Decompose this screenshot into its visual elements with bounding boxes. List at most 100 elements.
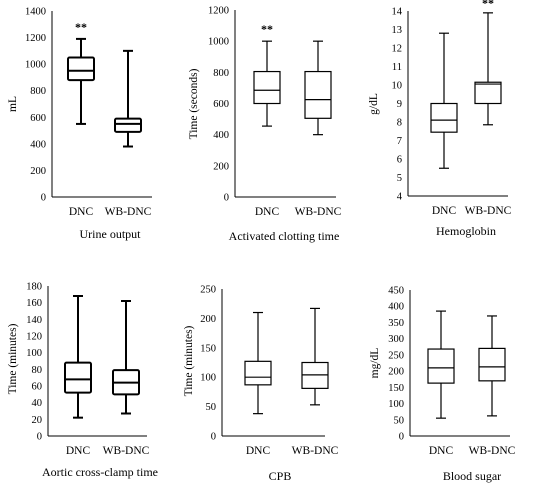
- iqr-box: [474, 81, 502, 105]
- y-tick-label: 50: [206, 402, 217, 413]
- y-tick-label: 300: [388, 334, 404, 345]
- y-tick-label: 1200: [208, 6, 229, 17]
- y-tick-label: 200: [213, 161, 229, 172]
- category-label: WB-DNC: [292, 445, 339, 457]
- y-tick-label: 800: [30, 86, 46, 97]
- y-tick-label: 5: [397, 173, 402, 184]
- y-tick-label: 0: [224, 193, 229, 204]
- y-tick-label: 160: [26, 298, 42, 309]
- category-label: DNC: [255, 206, 280, 218]
- iqr-box: [67, 56, 95, 82]
- y-tick-label: 150: [200, 343, 216, 354]
- category-label: DNC: [66, 445, 91, 457]
- box-dnc: DNC **: [67, 20, 95, 218]
- panel-blood-sugar: 0 50 100 150 200 250 300 350 400 450 mg/dL DNC WB-DN…: [369, 286, 516, 484]
- y-tick-label: 13: [392, 25, 403, 36]
- iqr-box: [430, 102, 458, 133]
- y-tick-label: 800: [213, 68, 229, 79]
- category-label: DNC: [429, 445, 454, 457]
- category-label: DNC: [246, 445, 271, 457]
- panel-hemoglobin: 4 5 6 7 8 9 10 11 12 13 14 g/dL DNC WB-DNC ** Hemoglobi…: [368, 0, 512, 238]
- panel-caption: Hemoglobin: [436, 224, 496, 238]
- y-tick-label: 40: [32, 398, 43, 409]
- y-tick-label: 150: [388, 383, 404, 394]
- iqr-box: [64, 361, 92, 394]
- y-axis-label: mL: [7, 96, 19, 112]
- y-tick-label: 180: [26, 282, 42, 293]
- iqr-box: [427, 348, 455, 384]
- y-tick-label: 0: [41, 193, 46, 204]
- panel-caption: Aortic cross-clamp time: [42, 465, 158, 479]
- y-tick-label: 120: [26, 332, 42, 343]
- box-wb-dnc: WB-DNC: [103, 300, 150, 457]
- y-tick-label: 8: [397, 118, 402, 129]
- y-tick-label: 400: [213, 130, 229, 141]
- category-label: DNC: [69, 206, 94, 218]
- category-label: WB-DNC: [465, 205, 512, 217]
- category-label: WB-DNC: [295, 206, 342, 218]
- y-tick-label: 14: [392, 7, 403, 18]
- y-tick-label: 600: [213, 99, 229, 110]
- significance-marker: **: [75, 20, 87, 34]
- y-tick-label: 60: [32, 382, 43, 393]
- iqr-box: [244, 360, 272, 386]
- y-tick-label: 1000: [208, 37, 229, 48]
- y-tick-label: 100: [388, 399, 404, 410]
- y-tick-label: 400: [388, 302, 404, 313]
- y-tick-label: 450: [388, 286, 404, 297]
- box-wb-dnc: WB-DNC: [295, 40, 342, 218]
- panel-activated-clotting-time: 0 200 400 600 800 1000 1200 Time (seconds) DNC **…: [188, 6, 342, 244]
- y-tick-label: 10: [392, 81, 403, 92]
- panel-caption: Activated clotting time: [229, 229, 340, 243]
- panel-cpb: 0 50 100 150 200 250 Time (minutes) DNC WB-DNCCP…: [183, 285, 339, 484]
- y-tick-label: 600: [30, 113, 46, 124]
- y-tick-label: 80: [32, 365, 43, 376]
- y-tick-label: 1400: [25, 7, 46, 18]
- y-tick-label: 7: [397, 136, 402, 147]
- y-tick-label: 20: [32, 415, 43, 426]
- y-tick-label: 0: [37, 432, 42, 443]
- box-wb-dnc: WB-DNC: [292, 307, 339, 457]
- panel-urine-output: 0 200 400 600 800 1000 1200 1400 mL DNC ** WB-DNC Ur…: [7, 7, 152, 241]
- y-tick-label: 200: [388, 367, 404, 378]
- y-tick-label: 0: [399, 432, 404, 443]
- iqr-box: [114, 117, 142, 133]
- y-tick-label: 200: [30, 166, 46, 177]
- y-axis-label: Time (seconds): [188, 68, 200, 139]
- iqr-box: [253, 70, 281, 105]
- y-tick-label: 1200: [25, 33, 46, 44]
- y-tick-label: 0: [211, 432, 216, 443]
- y-tick-label: 11: [392, 62, 402, 73]
- y-tick-label: 100: [26, 348, 42, 359]
- y-axis-label: Time (minutes): [183, 325, 195, 396]
- box-dnc: DNC: [427, 310, 455, 457]
- y-tick-label: 350: [388, 318, 404, 329]
- panel-aortic-cross-clamp-time: 0 20 40 60 80 100 120 140 160 180 Time (minutes) DN…: [7, 282, 158, 480]
- iqr-box: [478, 347, 506, 382]
- y-tick-label: 4: [397, 192, 403, 203]
- box-wb-dnc: WB-DNC **: [465, 0, 512, 217]
- category-label: WB-DNC: [105, 206, 152, 218]
- y-tick-label: 12: [392, 44, 403, 55]
- y-axis-label: g/dL: [368, 93, 380, 115]
- panel-caption: Blood sugar: [443, 469, 501, 483]
- panel-caption: CPB: [269, 469, 292, 483]
- y-tick-label: 100: [200, 373, 216, 384]
- iqr-box: [304, 70, 332, 119]
- box-dnc: DNC **: [253, 22, 281, 218]
- y-tick-label: 200: [200, 314, 216, 325]
- category-label: WB-DNC: [103, 445, 150, 457]
- y-axis-label: mg/dL: [369, 348, 381, 379]
- box-wb-dnc: WB-DNC: [105, 49, 152, 218]
- box-dnc: DNC: [64, 295, 92, 457]
- y-tick-label: 1000: [25, 60, 46, 71]
- y-tick-label: 400: [30, 139, 46, 150]
- box-dnc: DNC: [430, 32, 458, 217]
- y-tick-label: 50: [394, 415, 405, 426]
- significance-marker: **: [482, 0, 494, 10]
- y-tick-label: 250: [388, 350, 404, 361]
- box-dnc: DNC: [244, 311, 272, 457]
- category-label: DNC: [432, 205, 457, 217]
